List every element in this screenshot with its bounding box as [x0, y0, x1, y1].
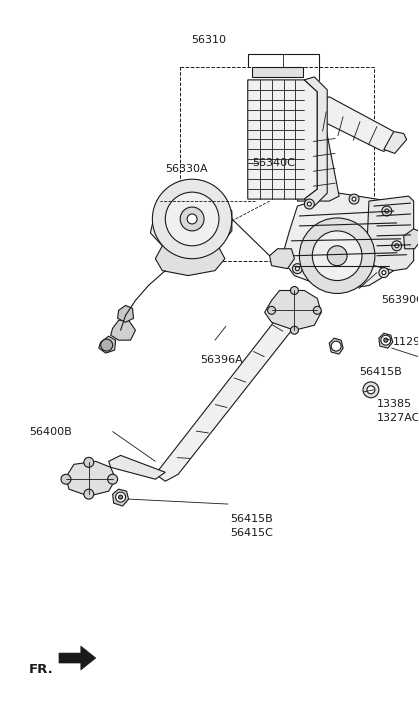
Circle shape	[119, 495, 123, 499]
Circle shape	[187, 214, 197, 224]
Text: 56330A: 56330A	[165, 164, 208, 174]
Circle shape	[84, 489, 94, 499]
Polygon shape	[329, 338, 343, 354]
Circle shape	[292, 264, 303, 273]
Circle shape	[180, 207, 204, 231]
Polygon shape	[113, 489, 129, 506]
Circle shape	[300, 218, 375, 294]
Polygon shape	[109, 455, 165, 479]
Text: 56310: 56310	[191, 35, 227, 45]
Circle shape	[290, 286, 298, 294]
Circle shape	[379, 268, 389, 278]
Circle shape	[363, 382, 379, 398]
Circle shape	[308, 202, 311, 206]
Text: 56415B: 56415B	[359, 367, 402, 377]
Polygon shape	[297, 120, 339, 201]
Polygon shape	[265, 291, 321, 330]
Text: 56340C: 56340C	[252, 158, 295, 169]
Circle shape	[268, 306, 276, 314]
Polygon shape	[379, 333, 393, 348]
Polygon shape	[118, 305, 134, 322]
Text: 56415B: 56415B	[230, 514, 273, 524]
Circle shape	[312, 231, 362, 281]
Circle shape	[334, 281, 344, 291]
Circle shape	[395, 244, 399, 248]
Circle shape	[84, 457, 94, 467]
Polygon shape	[66, 462, 116, 496]
Circle shape	[295, 267, 300, 270]
Polygon shape	[308, 97, 399, 151]
Circle shape	[382, 206, 392, 216]
Text: 1129FB: 1129FB	[393, 337, 419, 348]
Polygon shape	[155, 246, 225, 276]
Bar	[180, 67, 374, 261]
Text: 13385: 13385	[377, 398, 412, 409]
Circle shape	[349, 194, 359, 204]
Circle shape	[304, 199, 314, 209]
Polygon shape	[155, 308, 308, 481]
Circle shape	[352, 197, 356, 201]
Circle shape	[367, 386, 375, 394]
Polygon shape	[59, 646, 96, 670]
Polygon shape	[384, 132, 407, 153]
Circle shape	[337, 284, 341, 287]
Circle shape	[392, 241, 402, 251]
Text: 56415C: 56415C	[230, 528, 273, 538]
Text: 1327AC: 1327AC	[377, 413, 419, 422]
Circle shape	[101, 340, 113, 351]
Polygon shape	[248, 80, 317, 199]
Circle shape	[327, 246, 347, 265]
Circle shape	[165, 192, 219, 246]
Circle shape	[385, 209, 389, 213]
Circle shape	[381, 335, 391, 345]
Polygon shape	[252, 67, 303, 77]
Circle shape	[108, 474, 118, 484]
Text: 56390C: 56390C	[381, 295, 419, 305]
Circle shape	[313, 306, 321, 314]
Circle shape	[116, 492, 126, 502]
Circle shape	[331, 341, 341, 351]
Text: 56396A: 56396A	[200, 355, 243, 365]
Polygon shape	[367, 196, 414, 270]
Circle shape	[290, 326, 298, 334]
Circle shape	[382, 270, 386, 275]
Polygon shape	[269, 249, 295, 269]
Polygon shape	[99, 336, 116, 353]
Polygon shape	[282, 193, 403, 291]
Polygon shape	[304, 77, 327, 206]
Polygon shape	[111, 321, 135, 340]
Text: FR.: FR.	[29, 664, 54, 676]
Polygon shape	[403, 229, 419, 249]
Circle shape	[153, 180, 232, 259]
Circle shape	[384, 338, 388, 342]
Text: 56400B: 56400B	[29, 427, 72, 436]
Circle shape	[61, 474, 71, 484]
Polygon shape	[150, 191, 232, 251]
